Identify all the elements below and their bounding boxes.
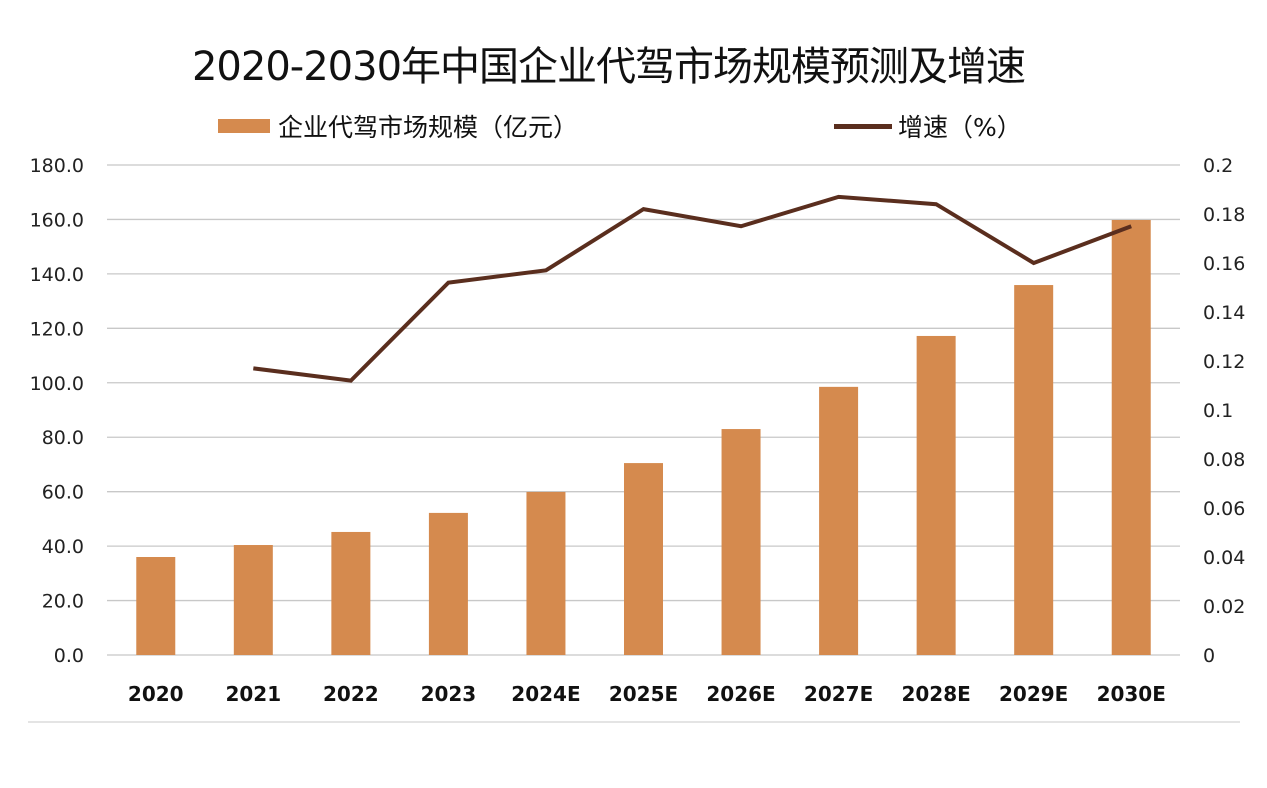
x-axis-tick-label: 2024E [511, 682, 580, 706]
bar-2023 [428, 512, 468, 655]
bar-2020 [136, 557, 176, 655]
legend-item-market-size: 企业代驾市场规模（亿元） [218, 108, 578, 144]
y-axis-right-tick-label: 0.16 [1203, 253, 1245, 275]
y-axis-right-tick-label: 0.2 [1203, 155, 1233, 177]
growth-rate-line [253, 194, 1132, 383]
x-axis-tick-label: 2021 [225, 682, 281, 706]
x-axis-tick-label: 2020 [128, 682, 184, 706]
legend-item-growth-rate: 增速（%） [834, 108, 1022, 144]
bar-2030E [1111, 219, 1151, 655]
x-axis-tick-label: 2029E [999, 682, 1068, 706]
legend-swatch-bar-icon [218, 119, 270, 133]
bar-2025E [624, 463, 663, 655]
y-axis-right-tick-label: 0.02 [1203, 596, 1245, 618]
y-axis-right-tick-label: 0.06 [1203, 498, 1245, 520]
bar-2028E [916, 335, 956, 655]
x-axis-tick-label: 2025E [609, 682, 678, 706]
y-axis-right-tick-label: 0.18 [1203, 204, 1245, 226]
legend-label-market-size: 企业代驾市场规模（亿元） [278, 113, 579, 142]
x-axis-tick-label: 2027E [804, 682, 873, 706]
y-axis-left-tick-label: 0.0 [54, 645, 84, 667]
bar-2024E [526, 491, 566, 655]
y-axis-left-tick-label: 180.0 [30, 155, 84, 177]
chart-title: 2020-2030年中国企业代驾市场规模预测及增速 [191, 44, 1026, 90]
x-axis-tick-label: 2022 [323, 682, 379, 706]
y-axis-right-tick-label: 0.08 [1203, 449, 1245, 471]
y-axis-left-tick-label: 80.0 [42, 427, 84, 449]
bar-2026E [721, 429, 761, 655]
y-axis-left-tick-label: 60.0 [42, 482, 84, 504]
x-axis-tick-label: 2026E [706, 682, 775, 706]
y-axis-left-tick-label: 40.0 [42, 536, 84, 558]
y-axis-right-tick-label: 0.12 [1203, 351, 1245, 373]
y-axis-left-tick-label: 160.0 [30, 209, 84, 231]
y-axis-right-tick-label: 0.04 [1203, 547, 1245, 569]
x-axis-tick-label: 2023 [421, 682, 477, 706]
y-axis-left-tick-label: 20.0 [42, 591, 84, 613]
bar-2029E [1014, 285, 1054, 655]
y-axis-left-tick-label: 100.0 [30, 373, 84, 395]
bar-2027E [819, 386, 859, 655]
y-axis-left-tick-label: 120.0 [30, 318, 84, 340]
y-axis-right-tick-label: 0.14 [1203, 302, 1245, 324]
y-axis-right-tick-label: 0.1 [1203, 400, 1233, 422]
y-axis-right-tick-label: 0 [1203, 645, 1215, 667]
bar-2022 [331, 531, 371, 655]
y-axis-left-tick-label: 140.0 [30, 264, 84, 286]
x-axis-tick-label: 2028E [901, 682, 970, 706]
legend-line-icon [834, 123, 892, 129]
x-axis-tick-label: 2030E [1097, 682, 1166, 706]
bar-2021 [233, 545, 273, 655]
legend-label-growth-rate: 增速（%） [898, 113, 1022, 142]
